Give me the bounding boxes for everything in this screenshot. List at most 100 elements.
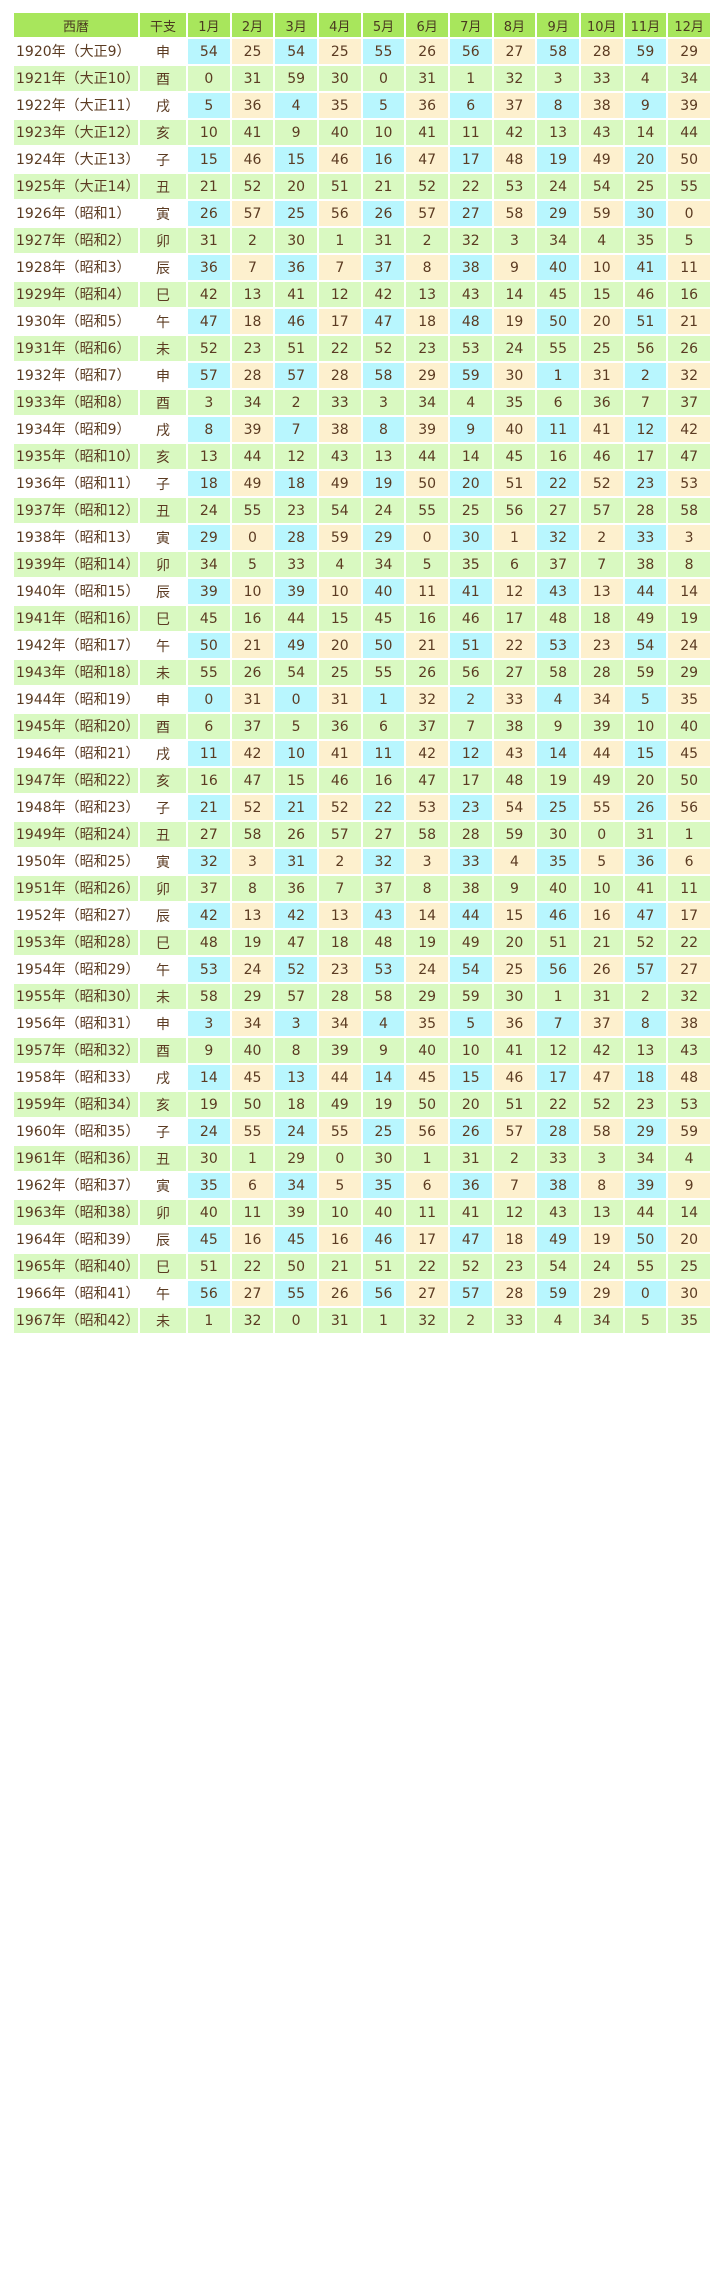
month-value-cell: 47 [580,1065,623,1090]
month-value-cell: 40 [668,714,710,739]
month-value-cell: 57 [624,957,667,982]
header-row: 西暦 干支 1月 2月 3月 4月 5月 6月 7月 8月 9月 10月 11月 12月 [14,13,710,37]
table-row: 1923年（大正12）亥 10 41 9 40 10 41 11 42 13 43 14 44 [14,120,710,145]
eto-cell: 亥 [140,1092,186,1117]
table-row: 1963年（昭和38）卯 40 11 39 10 40 11 41 12 43 13 44 14 [14,1200,710,1225]
month-value-cell: 59 [580,201,623,226]
month-value-cell: 24 [275,1119,317,1144]
month-value-cell: 44 [231,444,274,469]
month-value-cell: 13 [580,1200,623,1225]
month-value-cell: 4 [537,1308,579,1333]
eto-cell: 亥 [140,444,186,469]
month-value-cell: 52 [580,471,623,496]
month-value-cell: 14 [449,444,492,469]
month-value-cell: 17 [449,768,492,793]
table-row: 1959年（昭和34）亥 19 50 18 49 19 50 20 51 22 52 23 53 [14,1092,710,1117]
month-value-cell: 51 [493,471,536,496]
month-value-cell: 5 [624,1308,667,1333]
month-value-cell: 52 [624,930,667,955]
month-value-cell: 32 [493,66,536,91]
month-value-cell: 29 [275,1146,317,1171]
month-value-cell: 21 [275,795,317,820]
month-value-cell: 50 [231,1092,274,1117]
table-row: 1949年（昭和24）丑 27 58 26 57 27 58 28 59 30 0 31 1 [14,822,710,847]
month-value-cell: 44 [580,741,623,766]
kanshi-table: 西暦 干支 1月 2月 3月 4月 5月 6月 7月 8月 9月 10月 11月 12月 1920年（… [12,11,712,1335]
month-value-cell: 45 [537,282,579,307]
eto-cell: 卯 [140,228,186,253]
table-row: 1943年（昭和18）未 55 26 54 25 55 26 56 27 58 28 59 29 [14,660,710,685]
eto-cell: 亥 [140,120,186,145]
year-cell: 1948年（昭和23） [14,795,139,820]
month-value-cell: 34 [580,687,623,712]
month-value-cell: 21 [188,174,230,199]
month-value-cell: 59 [318,525,361,550]
month-value-cell: 36 [275,255,317,280]
month-value-cell: 28 [580,660,623,685]
month-value-cell: 14 [624,120,667,145]
month-value-cell: 19 [668,606,710,631]
month-value-cell: 34 [537,228,579,253]
month-value-cell: 7 [318,255,361,280]
month-value-cell: 55 [362,660,405,685]
month-value-cell: 35 [537,849,579,874]
table-row: 1954年（昭和29）午 53 24 52 23 53 24 54 25 56 26 57 27 [14,957,710,982]
month-value-cell: 46 [580,444,623,469]
eto-cell: 巳 [140,1254,186,1279]
year-cell: 1931年（昭和6） [14,336,138,361]
month-value-cell: 25 [231,39,274,64]
month-value-cell: 26 [580,957,623,982]
month-value-cell: 55 [406,498,448,523]
month-value-cell: 58 [231,822,274,847]
month-value-cell: 14 [362,1065,405,1090]
month-value-cell: 47 [624,903,667,928]
month-value-cell: 33 [318,390,361,415]
month-value-cell: 34 [624,1146,667,1171]
month-value-cell: 50 [406,1092,448,1117]
month-value-cell: 58 [537,660,579,685]
month-value-cell: 8 [624,1011,667,1036]
eto-cell: 戌 [140,741,186,766]
table-row: 1964年（昭和39）辰 45 16 45 16 46 17 47 18 49 19 50 20 [14,1227,710,1252]
month-value-cell: 29 [231,984,274,1009]
header-eto: 干支 [140,13,186,37]
eto-cell: 丑 [140,498,186,523]
month-value-cell: 42 [362,282,405,307]
month-value-cell: 46 [318,768,361,793]
eto-cell: 酉 [140,1038,186,1063]
month-value-cell: 27 [406,1281,448,1306]
month-value-cell: 55 [231,498,274,523]
month-value-cell: 10 [362,120,405,145]
month-value-cell: 5 [580,849,623,874]
year-cell: 1924年（大正13） [14,147,139,172]
month-value-cell: 16 [231,1227,274,1252]
month-value-cell: 39 [188,579,230,604]
year-cell: 1922年（大正11） [14,93,139,118]
month-value-cell: 5 [668,228,710,253]
month-value-cell: 58 [362,984,405,1009]
month-value-cell: 1 [668,822,710,847]
month-value-cell: 50 [624,1227,667,1252]
month-value-cell: 11 [362,741,405,766]
table-row: 1941年（昭和16）巳 45 16 44 15 45 16 46 17 48 18 49 19 [14,606,710,631]
month-value-cell: 21 [406,633,448,658]
month-value-cell: 35 [406,1011,448,1036]
month-value-cell: 2 [275,390,317,415]
month-value-cell: 53 [449,336,492,361]
month-value-cell: 51 [624,309,667,334]
table-row: 1953年（昭和28）巳 48 19 47 18 48 19 49 20 51 21 52 22 [14,930,710,955]
month-value-cell: 57 [318,822,361,847]
month-value-cell: 31 [624,822,667,847]
eto-cell: 寅 [140,849,186,874]
month-value-cell: 23 [275,498,317,523]
month-value-cell: 7 [231,255,274,280]
month-value-cell: 58 [362,363,405,388]
table-row: 1960年（昭和35）子 24 55 24 55 25 56 26 57 28 58 29 59 [14,1119,710,1144]
month-value-cell: 27 [537,498,579,523]
month-value-cell: 59 [537,1281,579,1306]
month-value-cell: 0 [318,1146,361,1171]
month-value-cell: 36 [318,714,361,739]
month-value-cell: 54 [318,498,361,523]
month-value-cell: 31 [362,228,405,253]
month-value-cell: 34 [275,1173,317,1198]
